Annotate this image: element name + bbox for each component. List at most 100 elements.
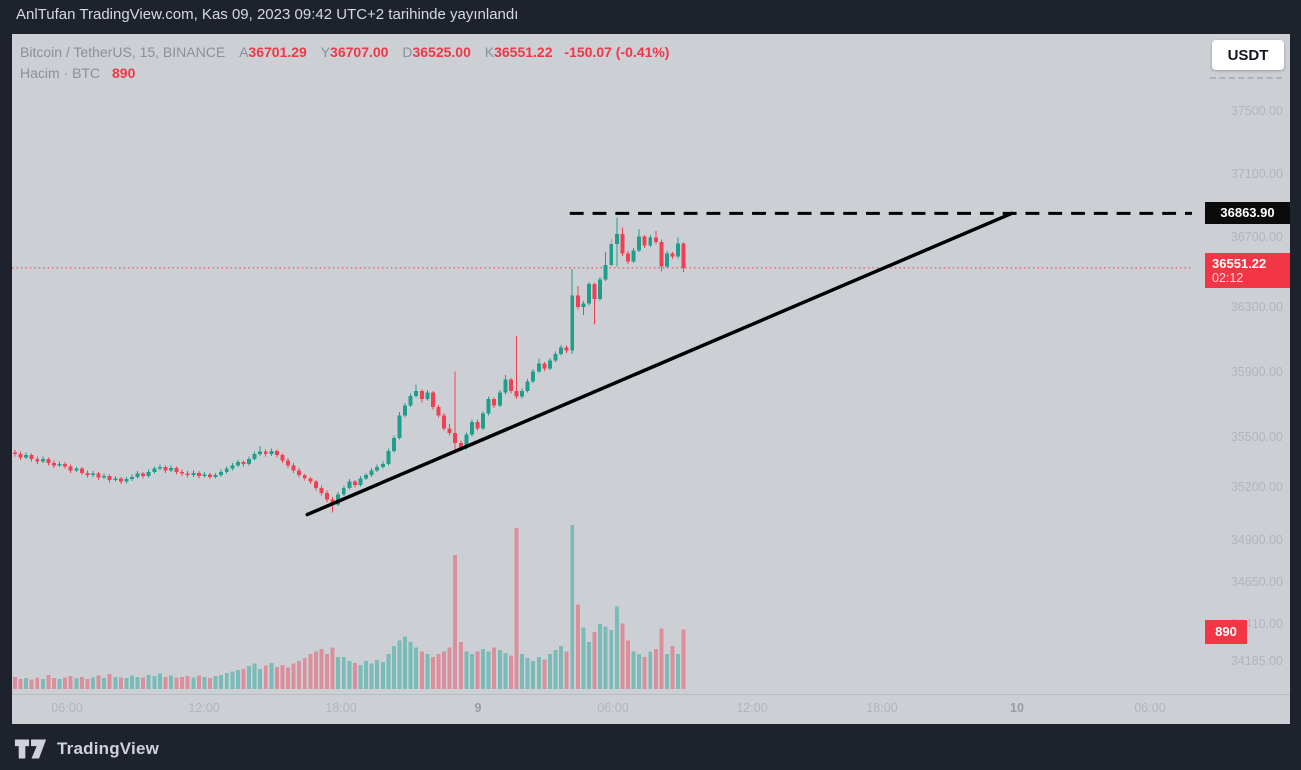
volume-bar: [213, 676, 218, 689]
volume-bar: [130, 675, 134, 689]
candle-body: [280, 454, 285, 461]
hidden-label-dashes: [1210, 77, 1282, 79]
volume-axis-badge: 890: [1205, 620, 1247, 644]
candle-body: [313, 481, 318, 489]
price-axis-label: 35200.00: [1230, 480, 1283, 494]
candle-body: [46, 459, 51, 464]
candle-body: [520, 391, 525, 397]
candle-body: [664, 253, 669, 267]
volume-bar: [369, 663, 374, 689]
candle-body: [469, 421, 474, 435]
candle-body: [141, 473, 146, 476]
volume-bar: [436, 654, 441, 689]
volume-bar: [191, 677, 196, 689]
volume-bar: [575, 604, 580, 689]
candle-body: [586, 284, 591, 304]
volume-bar: [425, 654, 430, 689]
volume-bar: [330, 647, 335, 689]
candle-body: [648, 237, 653, 246]
candle-body: [286, 460, 291, 466]
candle-body: [536, 363, 541, 372]
candle-body: [481, 413, 486, 429]
candle-body: [107, 475, 112, 481]
volume-bar: [247, 666, 252, 689]
volume-bar: [135, 676, 140, 689]
candle-body: [542, 363, 547, 369]
volume-bar: [620, 623, 625, 689]
volume-bar: [614, 606, 619, 689]
candle-body: [637, 236, 642, 251]
volume-bar: [63, 677, 68, 689]
volume-bar: [297, 660, 302, 689]
candle-body: [559, 347, 564, 354]
candle-body: [180, 471, 185, 474]
candle-body: [631, 250, 636, 262]
volume-bar: [442, 651, 447, 689]
time-axis-day-label: 10: [1010, 701, 1024, 715]
price-axis-label: 37500.00: [1230, 104, 1283, 118]
time-axis-day-label: 9: [474, 701, 482, 715]
volume-bar: [559, 646, 564, 689]
volume-bar: [91, 677, 95, 689]
volume-bar: [202, 676, 207, 689]
time-axis-label: 06:00: [51, 701, 83, 715]
volume-bar: [252, 663, 257, 689]
volume-bar: [664, 654, 669, 689]
time-axis-label: 06:00: [1134, 701, 1166, 715]
volume-bar: [419, 651, 424, 689]
tradingview-brand-link[interactable]: TradingView: [14, 735, 159, 763]
trend-line-drawing[interactable]: [305, 211, 1014, 517]
volume-bar: [24, 678, 29, 689]
volume-bar: [219, 674, 224, 689]
candle-body: [397, 415, 402, 438]
volume-bar: [453, 555, 458, 689]
candle-body: [269, 450, 274, 455]
candle-body: [375, 467, 380, 471]
price-scale[interactable]: 37500.00 37100.00 36700.00 36300.00 35900.00…: [1204, 34, 1290, 694]
volume-bar: [46, 674, 51, 689]
candle-body: [453, 433, 458, 443]
candle-body: [29, 454, 34, 460]
change-value: -150.07 (-0.41%): [564, 44, 670, 60]
volume-bar: [625, 640, 630, 689]
candle-body: [40, 459, 45, 462]
volume-bar: [592, 632, 597, 689]
time-axis-label: 06:00: [597, 701, 629, 715]
candle-body: [191, 472, 196, 476]
brand-name: TradingView: [57, 739, 160, 758]
candle-body: [614, 234, 619, 244]
candle-body: [35, 459, 40, 462]
candle-body: [564, 347, 569, 351]
candle-body: [670, 253, 675, 257]
candle-body: [291, 465, 296, 471]
candle-body: [319, 488, 324, 493]
volume-bar: [536, 656, 541, 689]
volume-bar: [609, 630, 614, 689]
candle-body: [386, 450, 391, 464]
candle-body: [252, 454, 257, 460]
candlestick-chart[interactable]: [12, 34, 1290, 694]
volume-bar: [152, 676, 157, 689]
time-scale[interactable]: 06:00 12:00 18:00 9 06:00 12:00 18:00 10 06:00: [12, 694, 1290, 724]
volume-bar: [414, 647, 419, 689]
candle-body: [12, 452, 17, 455]
volume-bar: [96, 675, 101, 689]
volume-bar: [12, 676, 17, 689]
volume-bar: [642, 656, 647, 689]
price-axis-label: 34650.00: [1230, 575, 1283, 589]
volume-bar: [408, 642, 413, 689]
currency-toggle-button[interactable]: USDT: [1212, 40, 1284, 70]
volume-bar: [241, 668, 246, 689]
volume-bar: [208, 678, 212, 689]
volume-bar: [581, 627, 586, 689]
candle-body: [91, 473, 95, 476]
chart-legend: Bitcoin / TetherUS, 15, BINANCE A36701.2…: [20, 42, 669, 84]
candle-body: [68, 466, 73, 471]
candle-body: [609, 243, 614, 265]
candle-body: [163, 467, 168, 471]
volume-bar: [185, 676, 190, 689]
volume-bar: [235, 670, 240, 689]
volume-bar: [274, 666, 279, 689]
candle-body: [620, 234, 625, 254]
